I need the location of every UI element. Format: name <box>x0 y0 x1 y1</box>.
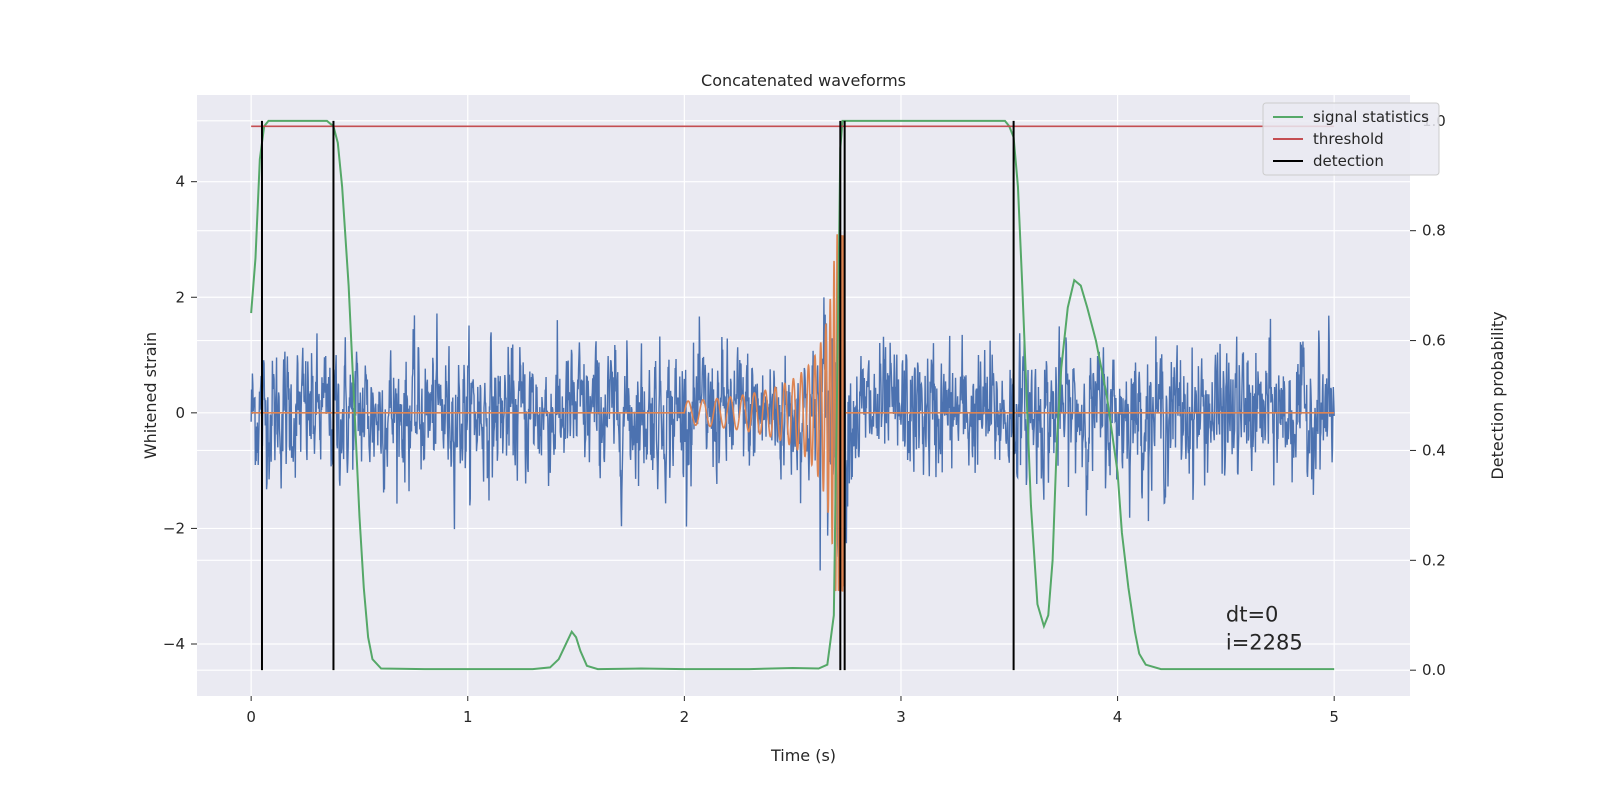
series-signal-statistics <box>250 119 1335 671</box>
y-tick-label: 4 <box>175 173 185 191</box>
stats-layer <box>250 119 1335 671</box>
series-strain-noise <box>250 297 1335 571</box>
legend-label-signal-statistics: signal statistics <box>1313 108 1429 126</box>
y-tick-label: 0 <box>175 404 185 422</box>
x-tick-label: 0 <box>246 708 256 726</box>
legend-label-threshold: threshold <box>1313 130 1384 148</box>
y-tick-label: −2 <box>163 519 185 537</box>
x-axis-label: Time (s) <box>770 746 836 765</box>
x-tick-label: 4 <box>1113 708 1123 726</box>
y-tick-label: 2 <box>175 288 185 306</box>
y2-tick-label: 0.4 <box>1422 441 1446 459</box>
series-chirp-template <box>251 233 1335 592</box>
template-layer <box>251 233 1335 592</box>
y2-tick-label: 0.0 <box>1422 661 1446 679</box>
x-tick-label: 2 <box>680 708 690 726</box>
y2-tick-label: 0.6 <box>1422 332 1446 350</box>
annotation-dt: dt=0 <box>1226 602 1279 626</box>
chart-title: Concatenated waveforms <box>701 71 906 90</box>
y2-tick-label: 0.8 <box>1422 222 1446 240</box>
annotation: dt=0 i=2285 <box>1226 602 1303 654</box>
legend-box <box>1262 102 1440 176</box>
legend-label-detection: detection <box>1313 152 1384 170</box>
legend: signal statistics threshold detection <box>1262 102 1440 176</box>
y2-axis-label: Detection probability <box>1488 311 1507 479</box>
y-tick-label: −4 <box>163 635 185 653</box>
y2-tick-label: 0.2 <box>1422 551 1446 569</box>
annotation-index: i=2285 <box>1226 630 1303 654</box>
x-tick-label: 3 <box>896 708 906 726</box>
x-tick-label: 5 <box>1329 708 1339 726</box>
noise-layer <box>250 297 1335 571</box>
x-tick-label: 1 <box>463 708 473 726</box>
y-axis-label: Whitened strain <box>141 332 160 459</box>
